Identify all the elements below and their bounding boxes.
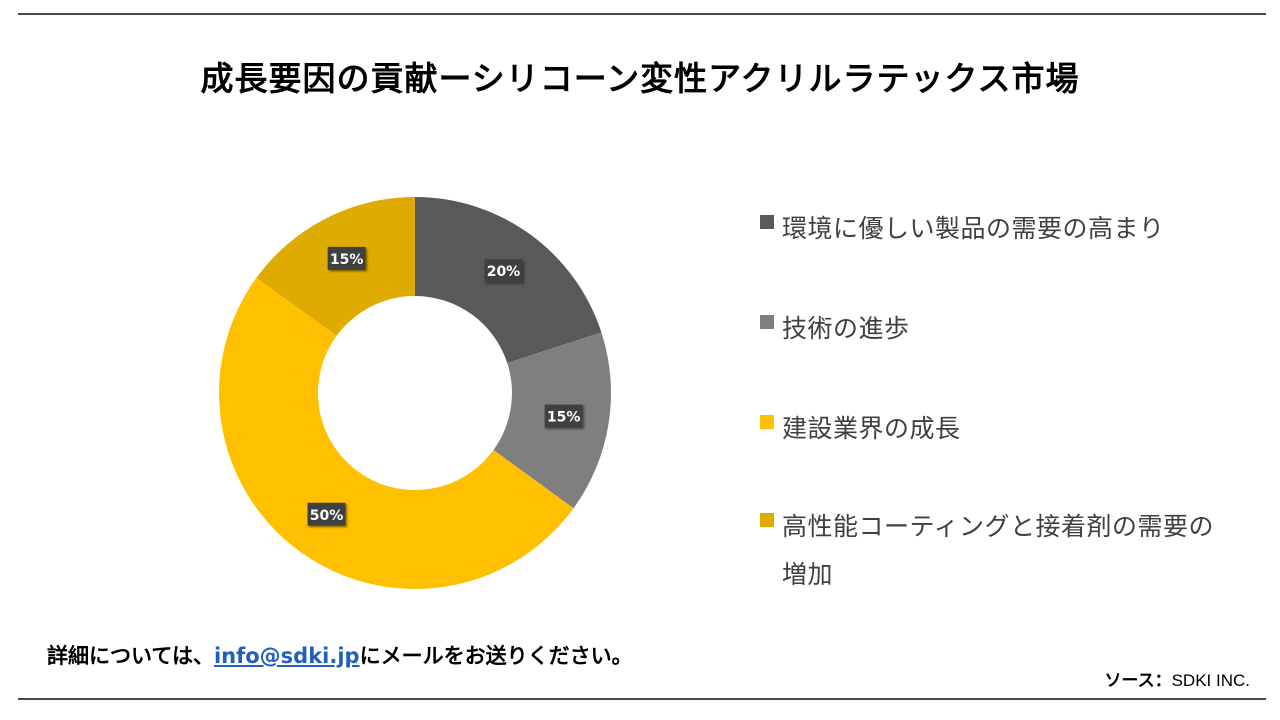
data-label-1: 20% xyxy=(484,259,523,283)
legend-item-4: 高性能コーティングと接着剤の需要の増加 xyxy=(760,503,1230,599)
legend-label-4: 高性能コーティングと接着剤の需要の増加 xyxy=(782,512,1215,589)
legend-label-2: 技術の進歩 xyxy=(782,314,910,343)
contact-email-link[interactable]: info@sdki.jp xyxy=(213,644,360,668)
data-label-text-1: 20% xyxy=(487,264,521,280)
data-label-text-2: 15% xyxy=(547,410,581,426)
legend-swatch-1 xyxy=(760,215,774,229)
legend-item-2: 技術の進歩 xyxy=(760,305,1230,353)
data-label-3: 50% xyxy=(307,502,346,526)
top-rule xyxy=(18,13,1266,15)
source-label: ソース： xyxy=(1104,671,1172,691)
data-label-text-3: 50% xyxy=(310,508,344,524)
footer-source: ソース：SDKI INC. xyxy=(1104,666,1250,691)
page-title: 成長要因の貢献ーシリコーン変性アクリルラテックス市場 xyxy=(200,59,1080,98)
contact-prefix: 詳細については、 xyxy=(47,644,214,668)
legend-swatch-4 xyxy=(760,513,774,527)
legend-label-3: 建設業界の成長 xyxy=(782,414,961,443)
bottom-rule xyxy=(18,698,1266,700)
data-label-box-3 xyxy=(307,502,346,526)
legend-swatch-2 xyxy=(760,315,774,329)
data-label-4: 15% xyxy=(327,246,366,270)
data-label-box-4 xyxy=(327,246,366,270)
legend-label-1: 環境に優しい製品の需要の高まり xyxy=(782,214,1165,243)
legend-item-1: 環境に優しい製品の需要の高まり xyxy=(760,205,1230,253)
donut-chart: 20% 15% 50% 15% xyxy=(219,197,611,589)
data-label-text-4: 15% xyxy=(330,252,364,268)
contact-suffix: にメールをお送りください。 xyxy=(359,644,633,668)
source-value: SDKI INC. xyxy=(1171,671,1250,690)
data-label-box-2 xyxy=(544,404,583,428)
legend-swatch-3 xyxy=(760,415,774,429)
data-label-2: 15% xyxy=(544,404,583,428)
legend-item-3: 建設業界の成長 xyxy=(760,405,1230,453)
data-label-box-1 xyxy=(484,259,523,283)
footer-contact: 詳細については、info@sdki.jpにメールをお送りください。 xyxy=(47,640,633,670)
